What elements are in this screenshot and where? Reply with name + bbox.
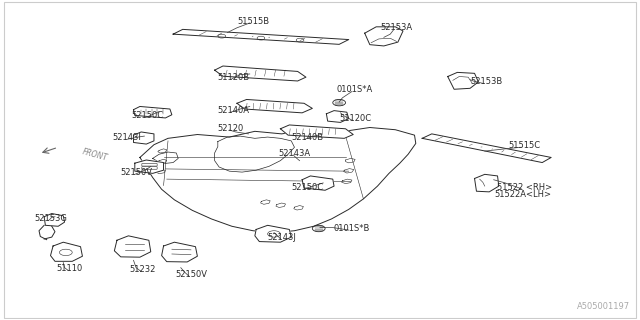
Polygon shape — [302, 176, 334, 190]
Text: 52140A: 52140A — [218, 106, 250, 115]
Polygon shape — [134, 107, 172, 118]
Polygon shape — [134, 132, 154, 144]
Text: 51522 <RH>: 51522 <RH> — [497, 183, 552, 192]
Text: 52153A: 52153A — [381, 23, 413, 32]
Polygon shape — [280, 125, 353, 138]
Polygon shape — [173, 29, 349, 44]
Polygon shape — [214, 66, 306, 81]
Text: 51522A<LH>: 51522A<LH> — [495, 189, 552, 199]
Text: 51120B: 51120B — [218, 73, 250, 82]
Text: A505001197: A505001197 — [577, 302, 630, 311]
Text: 52150V: 52150V — [121, 168, 153, 177]
Polygon shape — [140, 127, 416, 233]
Polygon shape — [44, 213, 65, 226]
Polygon shape — [326, 111, 349, 123]
Text: 52150C: 52150C — [131, 111, 164, 120]
Text: 51515B: 51515B — [237, 17, 269, 26]
FancyBboxPatch shape — [142, 164, 157, 166]
Polygon shape — [51, 242, 83, 261]
Text: 51120C: 51120C — [339, 114, 371, 123]
Text: 52143I: 52143I — [113, 133, 141, 142]
FancyBboxPatch shape — [142, 167, 157, 169]
Text: 51232: 51232 — [129, 265, 156, 275]
Polygon shape — [115, 236, 151, 257]
Polygon shape — [448, 72, 478, 89]
Text: 52150V: 52150V — [175, 270, 207, 279]
Polygon shape — [255, 225, 291, 242]
Text: 52140B: 52140B — [291, 133, 323, 142]
Polygon shape — [365, 27, 403, 46]
Text: 51110: 51110 — [56, 264, 83, 274]
Polygon shape — [422, 134, 551, 163]
Text: 52153G: 52153G — [34, 214, 67, 223]
Polygon shape — [162, 242, 197, 262]
Text: 52150C: 52150C — [291, 183, 323, 192]
Text: 0101S*A: 0101S*A — [337, 85, 373, 94]
Text: 51515C: 51515C — [508, 141, 540, 150]
Text: 52153B: 52153B — [470, 77, 502, 86]
Polygon shape — [135, 160, 164, 173]
Text: 0101S*B: 0101S*B — [333, 224, 370, 233]
Text: FRONT: FRONT — [81, 148, 109, 163]
Text: 52143J: 52143J — [268, 233, 296, 242]
Polygon shape — [474, 174, 499, 192]
Text: 52143A: 52143A — [278, 149, 310, 158]
Polygon shape — [237, 100, 312, 113]
Text: 52120: 52120 — [218, 124, 244, 132]
